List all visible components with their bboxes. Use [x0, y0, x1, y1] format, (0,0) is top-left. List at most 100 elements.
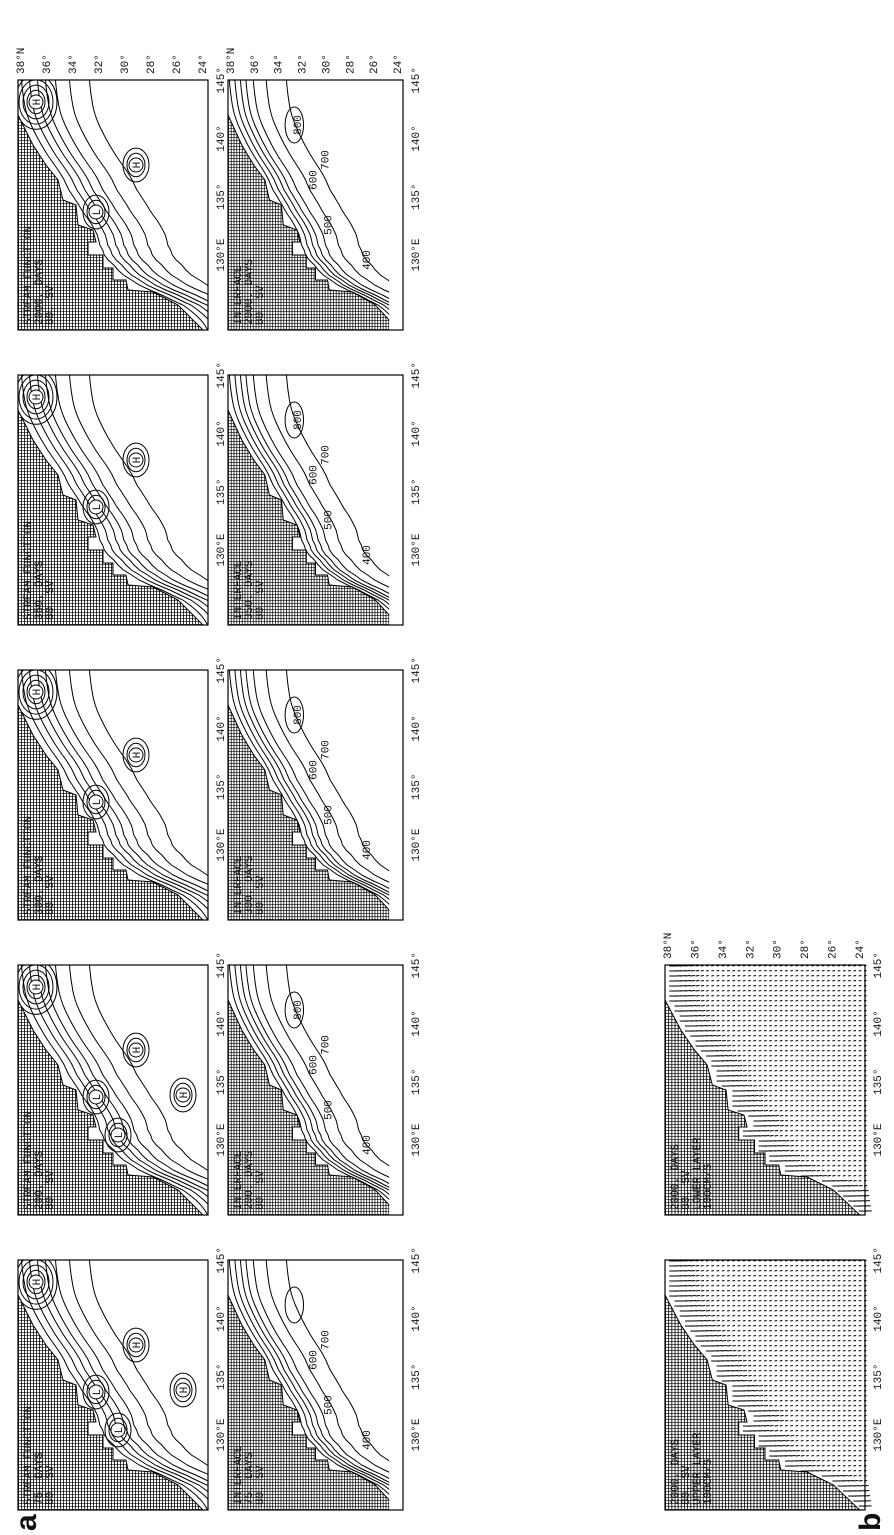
- velocity-vector: [759, 1385, 763, 1386]
- velocity-vector: [738, 1080, 743, 1081]
- velocity-vector: [843, 1180, 848, 1181]
- velocity-vector: [832, 1175, 835, 1176]
- longitude-tick: 140°: [411, 715, 423, 741]
- velocity-vector: [711, 1035, 716, 1036]
- velocity-vector: [717, 1320, 720, 1321]
- latitude-tick: 36°: [42, 54, 54, 74]
- velocity-vector: [727, 1345, 731, 1346]
- velocity-vector: [690, 1290, 695, 1291]
- velocity-vector: [817, 1460, 820, 1461]
- velocity-vector: [853, 1185, 858, 1186]
- velocity-vector: [780, 1415, 784, 1416]
- velocity-vector: [759, 1095, 763, 1096]
- panel-label: b: [854, 1513, 887, 1531]
- contour-label: 800: [293, 410, 305, 430]
- longitude-tick: 130°E: [411, 1123, 423, 1156]
- velocity-vector: [822, 1175, 827, 1176]
- velocity-vector: [853, 1480, 858, 1481]
- contour-label: 800: [293, 115, 305, 135]
- velocity-vector: [727, 1350, 732, 1351]
- latitude-tick: 32°: [298, 54, 310, 74]
- velocity-vector: [774, 1420, 779, 1421]
- velocity-vector: [832, 1470, 835, 1471]
- longitude-tick: 135°: [216, 774, 228, 800]
- contour-label: 700: [321, 1035, 333, 1055]
- longitude-tick: 130°E: [216, 1418, 228, 1451]
- velocity-vector: [785, 1150, 789, 1151]
- longitude-tick: 130°E: [873, 1123, 885, 1156]
- velocity-vector: [701, 1010, 705, 1011]
- velocity-vector: [753, 1095, 758, 1096]
- velocity-vector: [727, 1335, 730, 1336]
- latitude-tick: 36°: [250, 54, 262, 74]
- velocity-vector: [738, 1055, 741, 1056]
- latitude-tick: 28°: [345, 54, 357, 74]
- velocity-vector: [722, 1345, 727, 1346]
- velocity-vector: [790, 1440, 794, 1441]
- longitude-tick: 135°: [873, 1364, 885, 1390]
- velocity-vector: [764, 1090, 767, 1091]
- velocity-vector: [748, 1075, 751, 1076]
- latitude-tick: 24°: [393, 54, 405, 74]
- contour-marker: H: [179, 1387, 191, 1394]
- velocity-vector: [690, 1275, 695, 1276]
- velocity-vector: [690, 1280, 695, 1281]
- contour-ring: [285, 1287, 303, 1323]
- contour-marker: H: [132, 1342, 144, 1349]
- velocity-vector: [822, 1470, 827, 1471]
- figure: a b HLHLHSTREAM FUNCTION75. DAYS80. SV13…: [0, 0, 894, 1535]
- velocity-vector: [722, 1035, 725, 1036]
- latitude-tick: 32°: [745, 939, 757, 959]
- velocity-vector: [801, 1455, 805, 1456]
- velocity-vector: [748, 1380, 752, 1381]
- velocity-vector: [696, 995, 700, 996]
- velocity-vector: [717, 1045, 722, 1046]
- velocity-vector: [701, 980, 704, 981]
- longitude-tick: 145°: [216, 1247, 228, 1273]
- velocity-vector: [827, 1175, 831, 1176]
- velocity-vector: [853, 1180, 856, 1181]
- contour-marker: H: [132, 457, 144, 464]
- velocity-vector: [780, 1435, 785, 1436]
- velocity-vector: [811, 1465, 815, 1466]
- velocity-vector: [848, 1475, 852, 1476]
- velocity-vector: [790, 1160, 795, 1161]
- longitude-tick: 145°: [216, 657, 228, 683]
- velocity-vector: [743, 1370, 747, 1371]
- longitude-tick: 140°: [411, 1010, 423, 1036]
- velocity-vector: [690, 1270, 695, 1271]
- velocity-vector: [690, 975, 695, 976]
- contour-marker: L: [92, 504, 104, 511]
- velocity-vector: [722, 1330, 725, 1331]
- longitude-tick: 135°: [216, 184, 228, 210]
- contour-label: 500: [323, 805, 335, 825]
- velocity-vector: [743, 1360, 747, 1361]
- velocity-vector: [764, 1405, 768, 1406]
- velocity-vector: [764, 1100, 767, 1101]
- velocity-vector: [774, 1135, 778, 1136]
- velocity-vector: [722, 1045, 726, 1046]
- latitude-tick: 34°: [274, 54, 286, 74]
- longitude-tick: 140°: [411, 125, 423, 151]
- velocity-vector: [774, 1415, 779, 1416]
- velocity-vector: [801, 1160, 805, 1161]
- velocity-vector: [774, 1125, 779, 1126]
- velocity-vector: [764, 1095, 767, 1096]
- velocity-vector: [711, 1015, 714, 1016]
- velocity-vector: [785, 1445, 789, 1446]
- latitude-tick: 24°: [198, 54, 210, 74]
- latitude-tick: 36°: [690, 939, 702, 959]
- contour-label: 400: [362, 840, 374, 860]
- panel-caption: 80. SV: [45, 580, 57, 620]
- velocity-vector: [785, 1435, 789, 1436]
- panel-caption: 80. SV: [255, 580, 267, 620]
- velocity-vector: [722, 1040, 726, 1041]
- velocity-vector: [738, 1355, 742, 1356]
- velocity-vector: [738, 1370, 743, 1371]
- latitude-tick: 28°: [800, 939, 812, 959]
- velocity-vector: [801, 1450, 805, 1451]
- velocity-vector: [753, 1400, 758, 1401]
- velocity-vector: [790, 1455, 795, 1456]
- velocity-vector: [764, 1400, 768, 1401]
- velocity-vector: [780, 1150, 785, 1151]
